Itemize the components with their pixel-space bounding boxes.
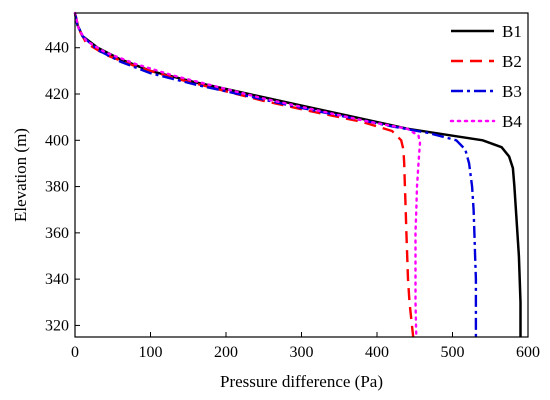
x-tick-label: 600 (516, 344, 540, 361)
ticks-layer: 0 100 200 300 400 500 600 320 340 360 380 400 420 440 (45, 40, 540, 361)
y-tick-label: 440 (45, 40, 69, 57)
x-tick-label: 300 (290, 344, 314, 361)
x-tick-label: 200 (214, 344, 238, 361)
y-axis-title: Elevation (m) (11, 128, 30, 222)
y-tick-label: 420 (45, 86, 69, 103)
legend-label-b2: B2 (502, 52, 522, 71)
legend-label-b3: B3 (502, 82, 522, 101)
x-tick-label: 400 (365, 344, 389, 361)
series-line-b1 (73, 12, 522, 337)
x-tick-label: 100 (139, 344, 163, 361)
x-tick-label: 0 (71, 344, 79, 361)
y-tick-label: 380 (45, 179, 69, 196)
legend: B1 B2 B3 B4 (449, 22, 522, 131)
series-layer (73, 11, 522, 339)
y-tick-label: 340 (45, 271, 69, 288)
y-tick-label: 360 (45, 225, 69, 242)
series-line-b2 (73, 12, 415, 338)
series-line-b3 (73, 12, 478, 337)
series-line-b4 (73, 11, 422, 339)
y-tick-label: 320 (45, 317, 69, 334)
x-tick-label: 500 (441, 344, 465, 361)
legend-label-b1: B1 (502, 22, 522, 41)
x-axis-title: Pressure difference (Pa) (220, 372, 383, 391)
y-tick-label: 400 (45, 132, 69, 149)
legend-label-b4: B4 (502, 112, 522, 131)
